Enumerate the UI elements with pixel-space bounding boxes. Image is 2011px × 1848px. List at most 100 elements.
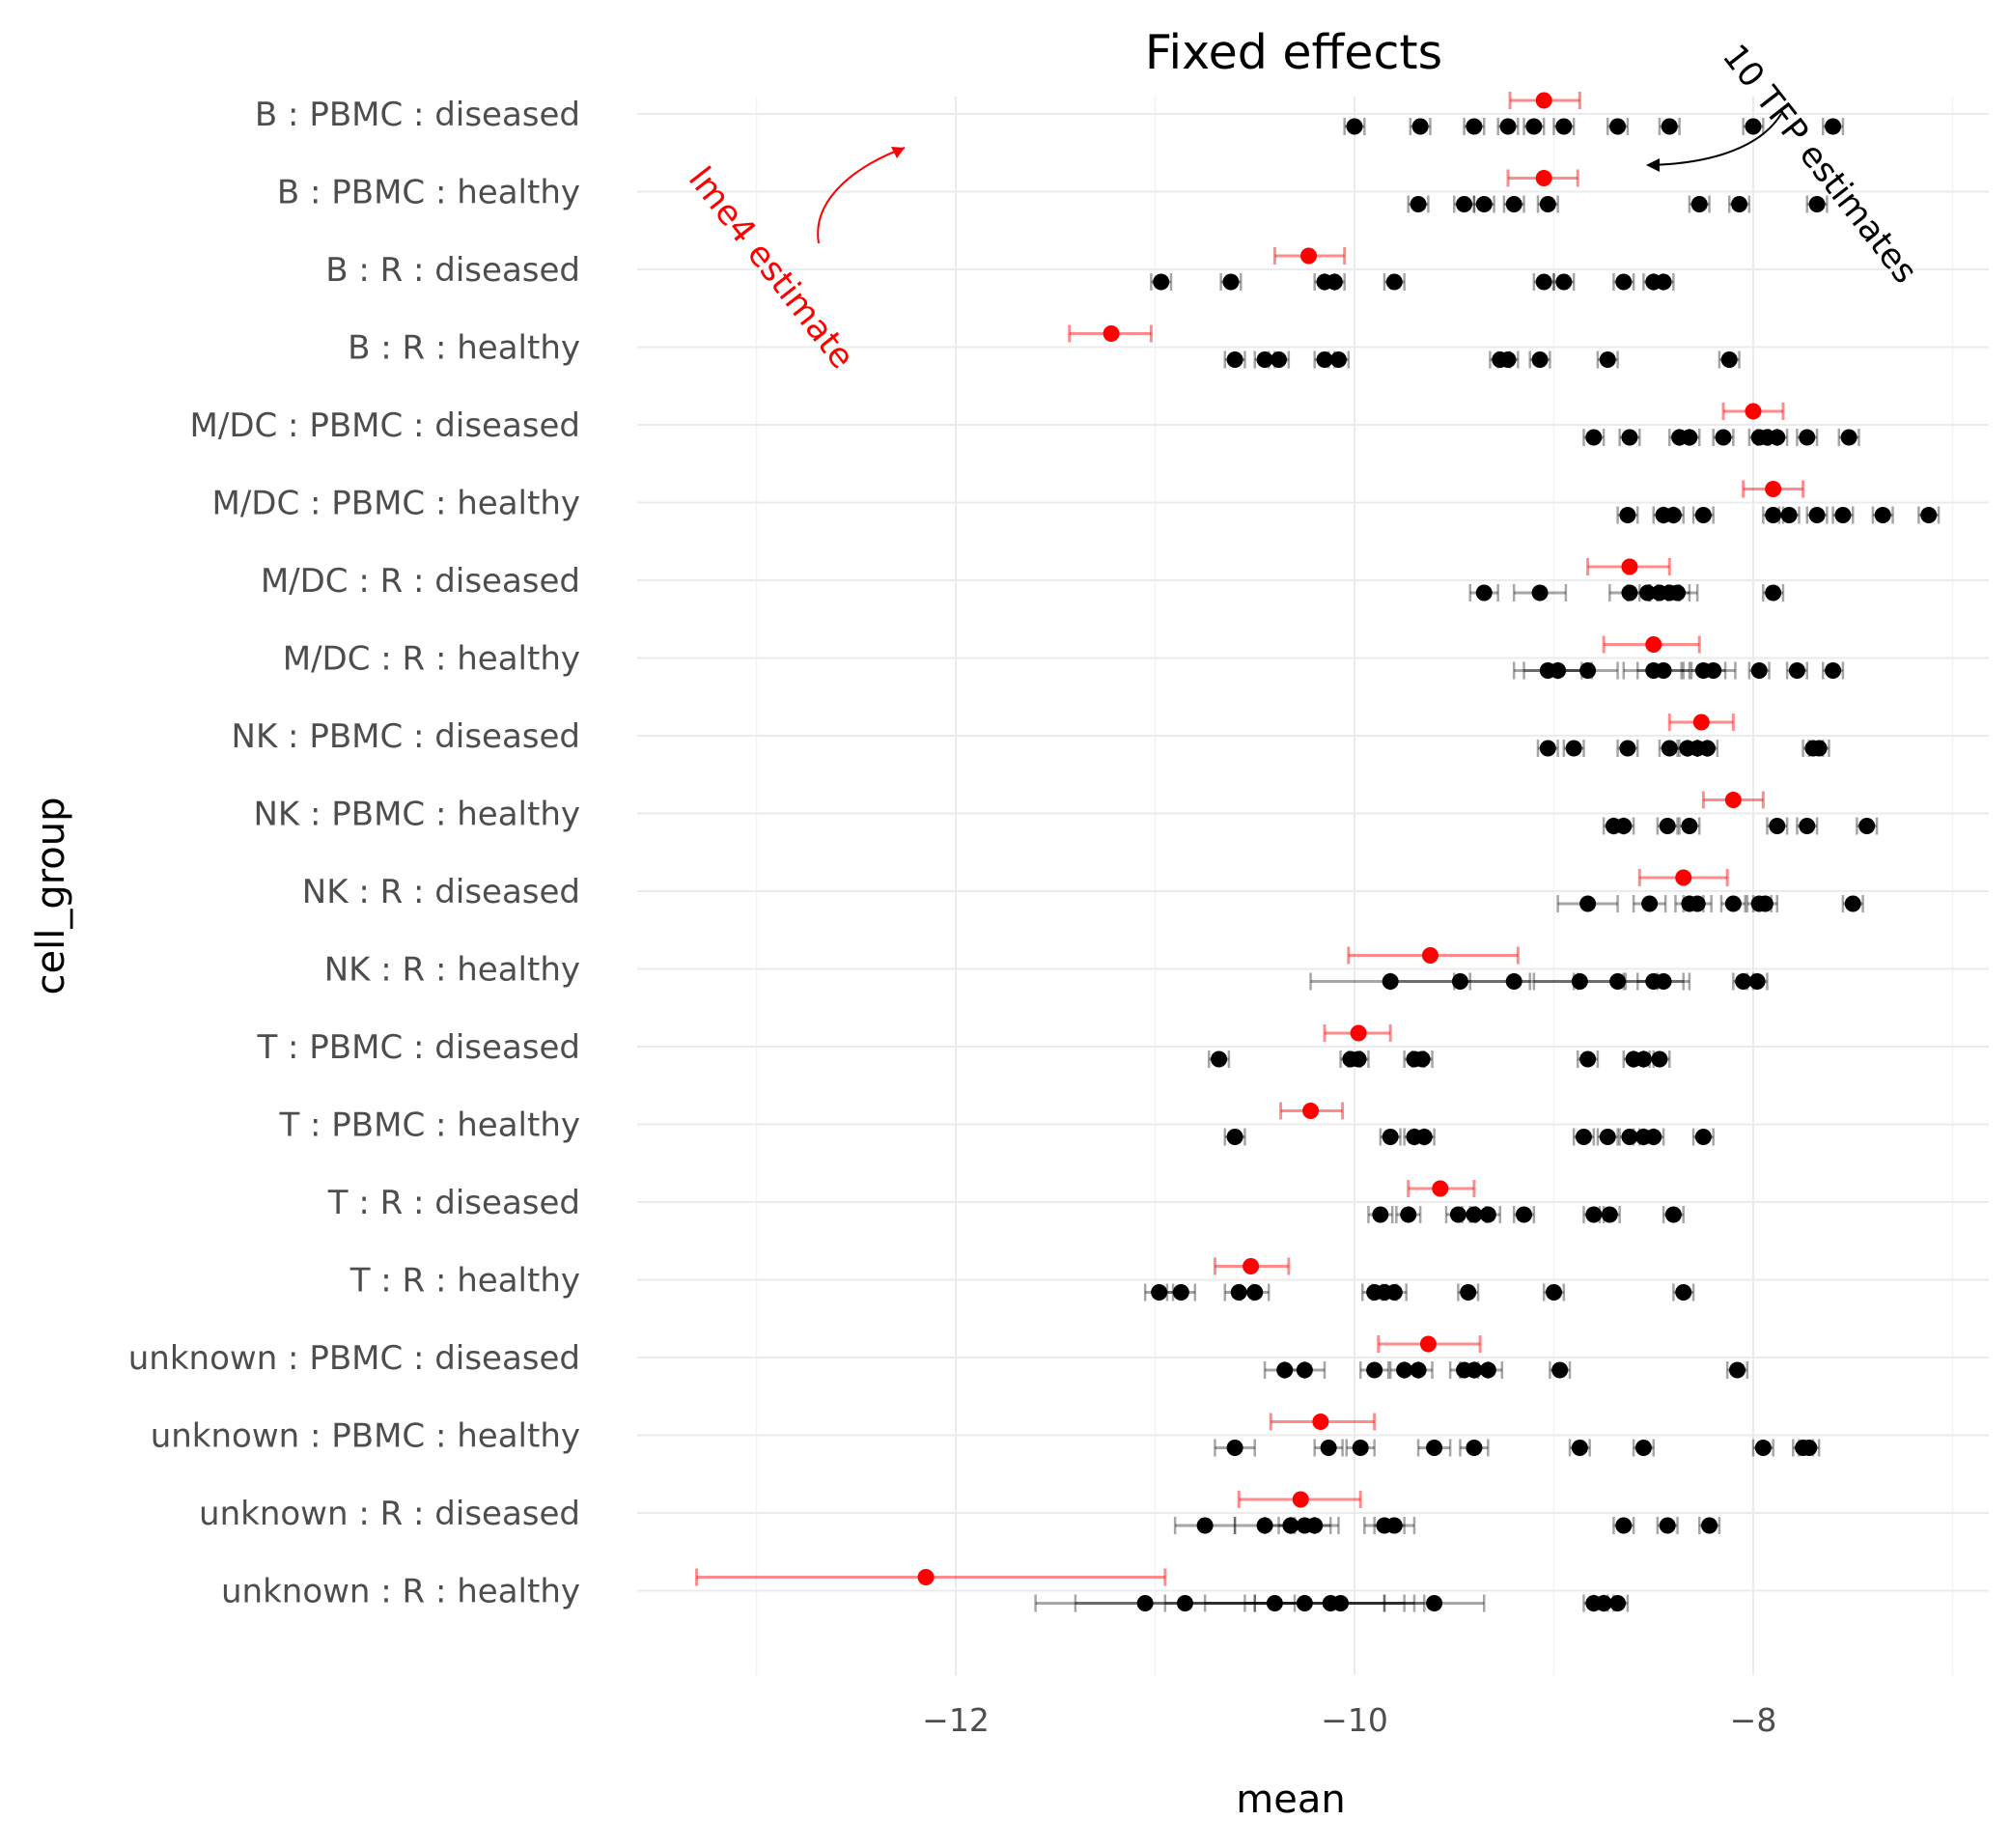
tfp-point [1579,1050,1597,1068]
tfp-point [1296,1595,1313,1611]
tfp-point [1595,1595,1612,1611]
tfp-point [1276,1361,1294,1379]
tfp-point [1681,818,1698,834]
tfp-point [1615,1517,1633,1534]
tfp-point [1396,1361,1413,1379]
tfp-point [1609,973,1627,990]
tfp-point [1326,273,1343,291]
lme4-point [1103,325,1120,342]
lme4-series [695,92,1805,1586]
tfp-point [1754,1440,1772,1456]
tfp-point [1874,507,1891,523]
tfp-point [1735,973,1752,990]
y-tick-label: B : R : diseased [325,251,580,290]
tfp-point [1505,973,1522,990]
tfp-point [1410,196,1427,212]
tfp-point [1641,895,1659,912]
tfp-point [1699,740,1717,757]
y-tick-label: unknown : PBMC : healthy [151,1417,580,1456]
tfp-point [1525,118,1543,135]
lme4-annotation-arrow [817,147,906,244]
y-tick-label: NK : R : diseased [302,873,580,911]
tfp-point [1715,429,1732,446]
x-axis-tick-labels: −12 −10 −8 [922,1701,1776,1739]
y-tick-label: T : PBMC : diseased [256,1028,580,1067]
tfp-point [1599,1129,1616,1145]
tfp-point [1621,429,1638,446]
lme4-point [1243,1258,1260,1274]
tfp-point [1352,1440,1369,1456]
tfp-point [1555,118,1573,135]
tfp-point [1172,1284,1189,1301]
tfp-point [1372,1206,1389,1223]
y-tick-label: NK : R : healthy [324,951,580,990]
tfp-point [1571,973,1588,990]
tfp-point [1659,818,1676,834]
tfp-point [1769,818,1786,834]
tfp-point [1565,740,1582,757]
tfp-point [1579,662,1597,679]
lme4-point [1745,403,1762,420]
tfp-point [1176,1595,1193,1611]
tfp-point [1634,1050,1652,1068]
tfp-point [1505,196,1522,212]
tfp-point [1621,584,1638,602]
tfp-point [1655,273,1672,291]
tfp-point [1415,1129,1433,1145]
tfp-point [1466,1440,1483,1456]
tfp-point [1788,662,1805,679]
tfp-point [1705,662,1722,679]
tfp-point [1810,740,1828,757]
tfp-point [1226,351,1243,368]
tfp-point [1639,584,1657,602]
tfp-point [1689,895,1706,912]
tfp-point [1799,429,1816,446]
tfp-point [1609,1595,1627,1611]
tfp-point [1346,118,1363,135]
y-tick-label: NK : PBMC : diseased [232,717,580,756]
y-tick-label: unknown : R : diseased [199,1495,580,1533]
tfp-point [1621,1129,1638,1145]
tfp-point [1615,818,1633,834]
y-tick-label: NK : PBMC : healthy [253,796,580,834]
chart-title: Fixed effects [1145,25,1442,80]
tfp-point [1551,1361,1569,1379]
y-tick-label: T : PBMC : healthy [278,1106,580,1145]
tfp-point [1694,507,1712,523]
tfp-point [1226,1129,1243,1145]
tfp-point [1799,818,1816,834]
lme4-point [917,1569,935,1585]
tfp-point [1136,1595,1154,1611]
tfp-point [1728,1361,1746,1379]
tfp-point [1834,507,1852,523]
x-tick-label: −8 [1730,1701,1777,1739]
lme4-point [1300,247,1318,265]
tfp-point [1780,507,1798,523]
lme4-point [1692,714,1710,731]
y-tick-label: unknown : PBMC : diseased [128,1339,580,1378]
tfp-point [1456,196,1473,212]
lme4-annotation-arrowhead [891,147,905,158]
y-axis-title: cell_group [29,798,73,995]
tfp-point [1413,1050,1431,1068]
tfp-series [1034,118,1941,1612]
tfp-point [1745,118,1762,135]
tfp-point [1479,1361,1496,1379]
tfp-point [1226,1440,1243,1456]
tfp-annotation-arrowhead [1646,158,1660,172]
tfp-point [1655,662,1672,679]
tfp-point [1756,895,1774,912]
tfp-point [1535,273,1552,291]
tfp-point [1385,1284,1403,1301]
lme4-point [1350,1024,1367,1042]
tfp-point [1659,1517,1676,1534]
tfp-point [1750,662,1768,679]
tfp-point [1920,507,1938,523]
tfp-point [1801,1440,1818,1456]
tfp-point [1546,1284,1562,1301]
tfp-point [1329,351,1347,368]
tfp-point [1382,973,1399,990]
tfp-point [1449,1206,1466,1223]
